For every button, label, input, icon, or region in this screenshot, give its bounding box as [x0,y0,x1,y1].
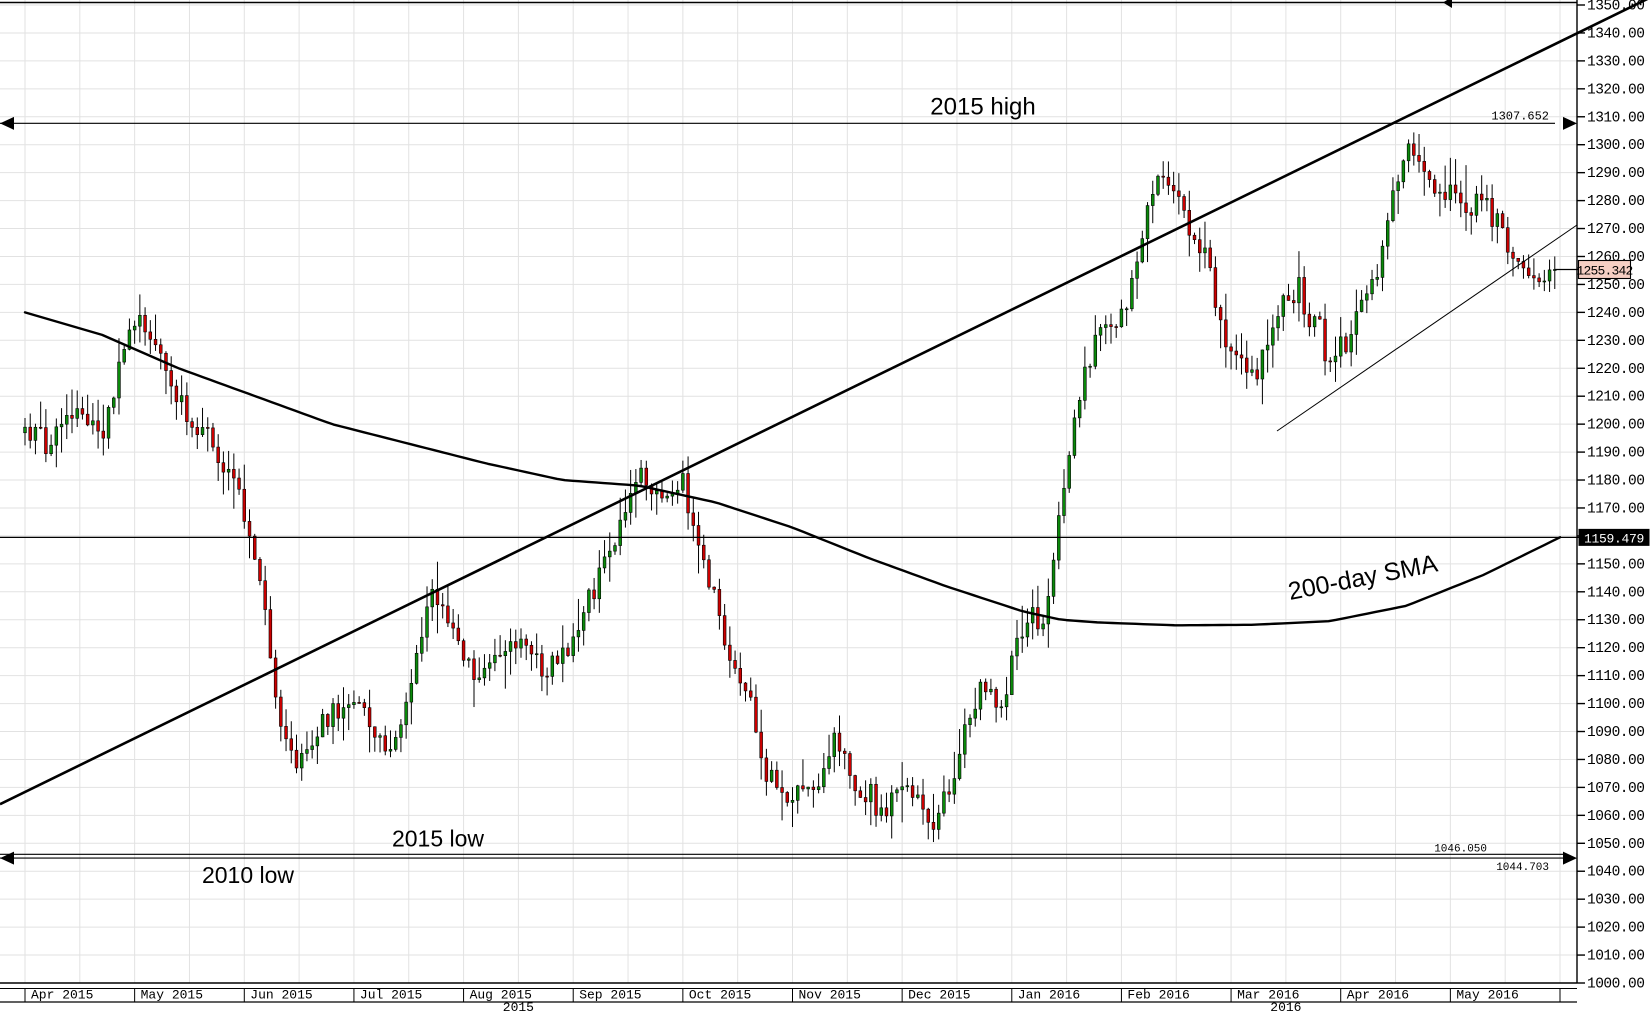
svg-text:1080.00: 1080.00 [1587,753,1644,769]
svg-text:Jan 2016: Jan 2016 [1018,988,1080,1003]
svg-text:1320.00: 1320.00 [1587,82,1644,98]
svg-text:1000.00: 1000.00 [1587,977,1644,993]
svg-text:1350.00: 1350.00 [1587,0,1644,15]
svg-text:1290.00: 1290.00 [1587,166,1644,182]
svg-text:1280.00: 1280.00 [1587,194,1644,210]
svg-text:Dec 2015: Dec 2015 [908,988,970,1003]
svg-text:Jun 2015: Jun 2015 [250,988,312,1003]
svg-text:Apr 2015: Apr 2015 [31,988,93,1003]
svg-text:1310.00: 1310.00 [1587,110,1644,126]
svg-text:2015 low: 2015 low [392,825,484,851]
svg-text:1050.00: 1050.00 [1587,837,1644,853]
svg-text:1120.00: 1120.00 [1587,641,1644,657]
svg-text:1250.00: 1250.00 [1587,278,1644,294]
svg-text:1070.00: 1070.00 [1587,781,1644,797]
svg-text:1210.00: 1210.00 [1587,390,1644,406]
svg-text:1030.00: 1030.00 [1587,893,1644,909]
svg-text:1044.703: 1044.703 [1496,862,1549,874]
svg-text:1200.00: 1200.00 [1587,418,1644,434]
svg-text:1090.00: 1090.00 [1587,725,1644,741]
svg-text:1300.00: 1300.00 [1587,138,1644,154]
svg-text:1330.00: 1330.00 [1587,54,1644,70]
svg-text:1040.00: 1040.00 [1587,865,1644,881]
svg-text:1060.00: 1060.00 [1587,809,1644,825]
svg-text:Apr 2016: Apr 2016 [1347,988,1409,1003]
svg-text:1159.479: 1159.479 [1584,531,1644,546]
svg-text:1190.00: 1190.00 [1587,446,1644,462]
svg-text:2015: 2015 [503,1000,534,1014]
svg-text:1010.00: 1010.00 [1587,949,1644,965]
svg-text:1150.00: 1150.00 [1587,557,1644,573]
svg-text:Nov 2015: Nov 2015 [799,988,861,1003]
svg-text:1307.652: 1307.652 [1491,109,1549,123]
svg-text:1046.050: 1046.050 [1434,843,1487,855]
svg-text:2016: 2016 [1270,1000,1301,1014]
svg-text:1220.00: 1220.00 [1587,362,1644,378]
svg-text:May 2015: May 2015 [141,988,203,1003]
svg-text:1255.342: 1255.342 [1576,264,1632,279]
svg-text:1100.00: 1100.00 [1587,697,1644,713]
svg-text:1170.00: 1170.00 [1587,501,1644,517]
svg-text:1180.00: 1180.00 [1587,474,1644,490]
svg-text:May 2016: May 2016 [1456,988,1518,1003]
svg-text:Jul 2015: Jul 2015 [360,988,422,1003]
svg-text:2010 low: 2010 low [202,862,294,888]
svg-text:1230.00: 1230.00 [1587,334,1644,350]
svg-text:1340.00: 1340.00 [1587,26,1644,42]
svg-text:Oct 2015: Oct 2015 [689,988,751,1003]
svg-text:1110.00: 1110.00 [1587,669,1644,685]
svg-text:Feb 2016: Feb 2016 [1127,988,1189,1003]
svg-text:1020.00: 1020.00 [1587,921,1644,937]
svg-text:Sep 2015: Sep 2015 [579,988,641,1003]
svg-text:1140.00: 1140.00 [1587,585,1644,601]
svg-text:1270.00: 1270.00 [1587,222,1644,238]
svg-text:2015 high: 2015 high [930,93,1035,120]
svg-text:1130.00: 1130.00 [1587,613,1644,629]
svg-text:1240.00: 1240.00 [1587,306,1644,322]
